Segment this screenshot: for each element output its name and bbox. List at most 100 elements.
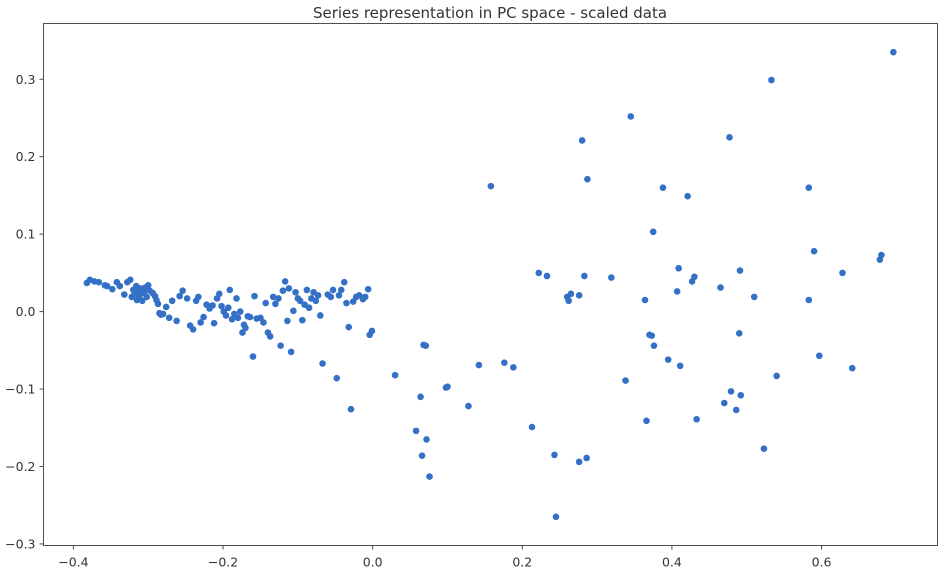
scatter-point: [750, 293, 758, 301]
scatter-point: [179, 287, 186, 294]
scatter-point: [260, 319, 267, 326]
scatter-point: [296, 297, 304, 305]
scatter-point: [312, 297, 320, 305]
scatter-point: [176, 292, 183, 300]
scatter-point: [890, 48, 897, 56]
scatter-point: [347, 405, 355, 413]
scatter-point: [269, 293, 277, 301]
scatter-point: [418, 452, 426, 459]
scatter-point: [810, 247, 818, 255]
scatter-point: [314, 292, 322, 299]
scatter-point: [299, 316, 306, 324]
y-tick-label: 0.0: [16, 304, 36, 319]
scatter-point: [95, 278, 103, 286]
plot-frame: [43, 23, 938, 546]
scatter-point: [444, 383, 451, 391]
scatter-point: [487, 182, 495, 190]
scatter-point: [565, 297, 572, 305]
scatter-point: [168, 297, 176, 305]
scatter-point: [673, 288, 681, 295]
scatter-point: [693, 415, 700, 423]
scatter-point: [583, 454, 590, 462]
scatter-point: [648, 332, 656, 339]
scatter-point: [815, 352, 823, 360]
scatter-point: [109, 285, 116, 293]
scatter-point: [233, 295, 240, 302]
scatter-point: [218, 302, 225, 310]
y-tick-label: 0.2: [16, 149, 36, 164]
scatter-point: [275, 295, 282, 302]
scatter-point: [675, 264, 682, 272]
scatter-point: [224, 304, 232, 312]
scatter-point: [727, 388, 735, 395]
scatter-point: [551, 451, 558, 459]
scatter-point: [195, 293, 202, 301]
chart-title: Series representation in PC space - scal…: [313, 4, 667, 22]
scatter-point: [575, 292, 583, 299]
scatter-point: [305, 304, 313, 312]
scatter-point: [249, 353, 257, 360]
scatter-point: [165, 314, 173, 322]
y-axis-ticks: −0.3 −0.2 −0.1 0.0 0.1 0.2 0.3: [5, 72, 44, 551]
scatter-point: [412, 427, 420, 435]
scatter-point: [737, 391, 745, 399]
scatter-point: [209, 302, 216, 309]
scatter-point: [567, 290, 575, 298]
scatter-point: [805, 296, 813, 304]
scatter-point: [126, 276, 134, 284]
scatter-point: [277, 342, 284, 349]
scatter-point: [575, 458, 583, 466]
scatter-point: [292, 288, 299, 296]
x-tick-label: 0.0: [363, 555, 383, 570]
scatter-point: [290, 307, 297, 315]
scatter-point: [159, 310, 167, 318]
y-tick-label: −0.3: [5, 536, 35, 551]
scatter-point: [643, 417, 650, 425]
scatter-point: [584, 175, 591, 183]
scatter-point: [684, 192, 691, 200]
scatter-point: [262, 299, 269, 307]
scatter-point: [664, 356, 672, 363]
scatter-point: [329, 286, 337, 294]
scatter-point: [417, 393, 424, 401]
scatter-point: [510, 364, 517, 371]
scatter-point: [717, 284, 724, 291]
scatter-point: [691, 273, 698, 281]
scatter-point: [578, 137, 586, 144]
scatter-point: [173, 317, 180, 325]
scatter-point: [335, 292, 343, 299]
scatter-point: [154, 300, 162, 308]
scatter-point: [103, 282, 111, 290]
y-tick-label: −0.2: [5, 459, 35, 474]
scatter-point: [200, 313, 207, 321]
scatter-point: [581, 272, 588, 280]
x-tick-label: −0.4: [58, 555, 88, 570]
y-tick-label: 0.1: [16, 227, 36, 242]
x-tick-label: 0.2: [512, 555, 532, 570]
scatter-point: [732, 406, 740, 414]
scatter-point: [210, 319, 218, 327]
scatter-point: [272, 300, 279, 308]
scatter-point: [234, 314, 242, 322]
scatter-point: [501, 359, 508, 367]
scatter-point: [736, 267, 744, 274]
scatter-point: [650, 342, 658, 349]
x-tick-label: −0.2: [208, 555, 238, 570]
scatter-point: [552, 513, 560, 521]
scatter-point: [279, 287, 287, 294]
y-tick-label: 0.3: [16, 72, 36, 87]
scatter-point: [422, 342, 430, 349]
scatter-point: [720, 399, 728, 407]
scatter-point: [726, 134, 733, 141]
scatter-point: [426, 473, 433, 480]
scatter-point: [242, 324, 249, 332]
scatter-point: [333, 374, 341, 382]
x-tick-label: 0.6: [812, 555, 832, 570]
scatter-point: [768, 76, 775, 84]
scatter-point: [138, 297, 146, 305]
scatter-point: [284, 317, 291, 325]
scatter-point: [839, 269, 846, 277]
scatter-point: [144, 281, 152, 289]
scatter-point: [120, 291, 128, 298]
scatter-point: [345, 323, 353, 331]
